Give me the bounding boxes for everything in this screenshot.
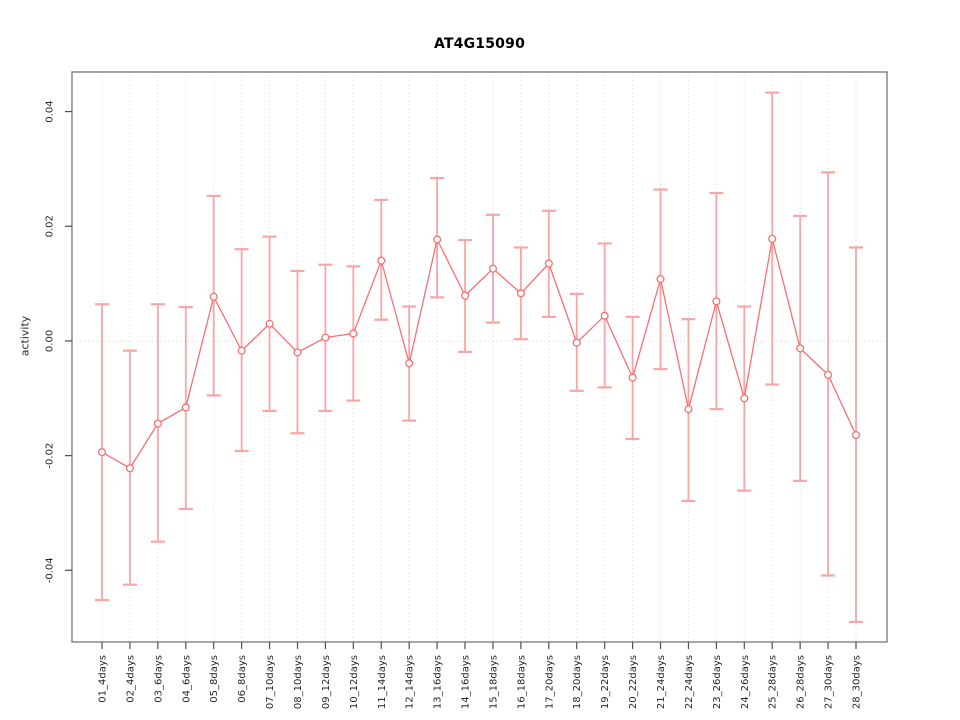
data-point — [321, 333, 330, 342]
data-point — [824, 370, 833, 379]
data-point — [851, 430, 861, 440]
x-tick-label: 27_30days — [824, 655, 835, 709]
x-tick-label: 10_12days — [349, 655, 360, 709]
y-tick-label: 0.00 — [45, 330, 56, 352]
data-point — [516, 289, 525, 298]
data-point — [181, 403, 190, 412]
x-tick-label: 25_28days — [768, 655, 779, 709]
data-point — [768, 234, 777, 243]
data-point — [544, 259, 553, 268]
data-point — [209, 292, 218, 301]
x-tick-label: 18_20days — [572, 655, 583, 709]
data-point — [740, 394, 749, 403]
x-tick-label: 03_6days — [153, 655, 164, 703]
data-point — [433, 235, 442, 244]
x-tick-label: 20_22days — [628, 655, 639, 709]
x-tick-label: 12_14days — [405, 655, 416, 709]
data-point — [125, 464, 134, 473]
data-point — [796, 344, 805, 353]
x-tick-label: 28_30days — [852, 655, 863, 709]
x-tick-label: 15_18days — [488, 655, 499, 709]
data-point — [293, 348, 302, 357]
data-point — [712, 297, 721, 306]
x-tick-label: 17_20days — [544, 655, 555, 709]
x-tick-label: 26_28days — [796, 655, 807, 709]
data-point — [460, 291, 470, 300]
x-tick-label: 19_22days — [600, 655, 611, 709]
data-point — [237, 346, 246, 355]
data-point — [572, 338, 581, 347]
data-point — [488, 264, 498, 273]
x-tick-label: 06_8days — [237, 655, 248, 703]
data-point — [405, 359, 414, 368]
x-tick-label: 11_14days — [377, 655, 388, 709]
plot-box — [71, 71, 888, 643]
x-tick-label: 04_6days — [181, 655, 192, 703]
x-tick-label: 02_4days — [125, 655, 136, 703]
x-tick-label: 24_26days — [740, 655, 751, 709]
data-point — [97, 448, 107, 457]
x-tick-label: 22_24days — [684, 655, 695, 709]
y-tick-label: -0.04 — [45, 557, 56, 583]
x-tick-label: 08_10days — [293, 655, 304, 709]
data-point — [656, 274, 665, 284]
data-point — [349, 329, 358, 338]
x-tick-label: 16_18days — [516, 655, 527, 709]
x-tick-label: 09_12days — [321, 655, 332, 709]
data-point — [628, 373, 637, 382]
x-tick-label: 05_8days — [209, 655, 220, 703]
data-point — [265, 319, 274, 328]
y-tick-label: 0.02 — [45, 215, 56, 237]
data-point — [600, 311, 609, 320]
data-point — [153, 419, 162, 428]
chart-title: AT4G15090 — [433, 36, 526, 52]
data-point — [377, 256, 386, 265]
x-tick-label: 14_16days — [461, 655, 472, 709]
x-tick-label: 23_26days — [712, 655, 723, 709]
x-tick-label: 13_16days — [433, 655, 444, 709]
x-tick-label: 07_10days — [265, 655, 276, 709]
data-point — [684, 405, 693, 414]
y-tick-label: -0.02 — [45, 443, 56, 469]
y-tick-label: 0.04 — [45, 100, 56, 122]
x-tick-label: 21_24days — [656, 655, 667, 709]
x-tick-label: 01_4days — [98, 655, 109, 703]
series-line — [101, 237, 857, 470]
